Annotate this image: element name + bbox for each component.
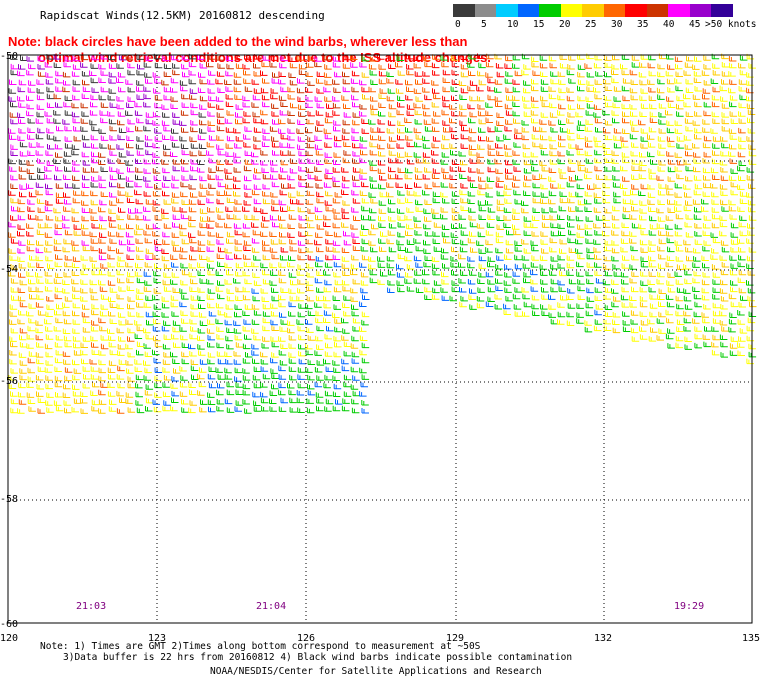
legend-swatch	[625, 4, 647, 17]
legend-tick-label: 30	[611, 19, 623, 30]
legend-tick-label: 0	[455, 19, 461, 30]
wind-barb-group	[8, 54, 198, 190]
note-line-2: optimal wind retrieval conditions are me…	[38, 50, 491, 65]
legend-swatch	[474, 4, 496, 17]
longitude-label: 135	[742, 633, 760, 644]
longitude-label: 126	[297, 633, 315, 644]
pass-time-label: 21:03	[76, 601, 106, 612]
legend-tick-label: 10	[507, 19, 519, 30]
footer-note-2: 3)Data buffer is 22 hrs from 20160812 4)…	[63, 652, 573, 663]
latitude-labels: -50 -54 -56 -58 -60	[0, 51, 18, 630]
wind-barb-group	[8, 53, 754, 414]
legend-color-bar	[453, 4, 733, 17]
legend-swatch	[539, 4, 561, 17]
longitude-label: 132	[594, 633, 612, 644]
longitude-label: 120	[0, 633, 18, 644]
legend-swatch	[453, 4, 475, 17]
pass-time-label: 21:04	[256, 601, 286, 612]
legend-tick-label: 25	[585, 19, 597, 30]
wind-barb-group	[8, 54, 367, 261]
legend-swatch	[646, 4, 668, 17]
latitude-label: -60	[0, 619, 18, 630]
footer-note-1: Note: 1) Times are GMT 2)Times along bot…	[40, 641, 481, 652]
wind-barb-group	[8, 53, 522, 261]
wind-barb-group	[8, 53, 207, 189]
legend-tick-label: 20	[559, 19, 571, 30]
legend-swatch	[603, 4, 625, 17]
altitude-note: Note: black circles have been added to t…	[8, 34, 568, 66]
latitude-label: -56	[0, 376, 18, 387]
legend-swatch	[517, 4, 539, 17]
legend-tick-label: 5	[481, 19, 487, 30]
latitude-label: -50	[0, 51, 18, 62]
legend-tick-label: 15	[533, 19, 545, 30]
map-frame	[7, 54, 753, 624]
pass-time-label: 19:29	[674, 601, 704, 612]
wind-speed-legend: 0 5 10 15 20 25 30 35 40 45 >50 knots	[453, 4, 756, 30]
legend-swatch	[711, 4, 733, 17]
wind-barb-group	[134, 53, 757, 414]
footer-credit: NOAA/NESDIS/Center for Satellite Applica…	[210, 666, 542, 677]
legend-tick-label: 35	[637, 19, 649, 30]
legend-units: >50 knots	[705, 19, 757, 30]
wind-barb-group	[8, 53, 757, 414]
legend-swatch	[689, 4, 711, 17]
longitude-label: 129	[446, 633, 464, 644]
longitude-labels: 120 123 126 129 132 135	[0, 633, 760, 644]
note-line-1: Note: black circles have been added to t…	[8, 34, 468, 49]
legend-swatch	[668, 4, 690, 17]
wind-barb-group	[143, 255, 604, 414]
wind-barbs	[8, 53, 757, 414]
legend-swatch	[560, 4, 582, 17]
time-labels: 21:03 21:04 19:29	[76, 601, 704, 612]
legend-tick-labels: 0 5 10 15 20 25 30 35 40 45	[453, 17, 733, 30]
latitude-label: -58	[0, 494, 18, 505]
wind-barb-group	[8, 53, 757, 414]
wind-barb-group	[9, 54, 367, 190]
map-title: Rapidscat Winds(12.5KM) 20160812 descend…	[40, 9, 325, 22]
legend-tick-label: 40	[663, 19, 675, 30]
legend-tick-label: 45	[689, 19, 701, 30]
latitude-label: -54	[0, 264, 18, 275]
longitude-label: 123	[148, 633, 166, 644]
map-grid	[8, 55, 752, 623]
legend-swatch	[496, 4, 518, 17]
legend-swatch	[582, 4, 604, 17]
